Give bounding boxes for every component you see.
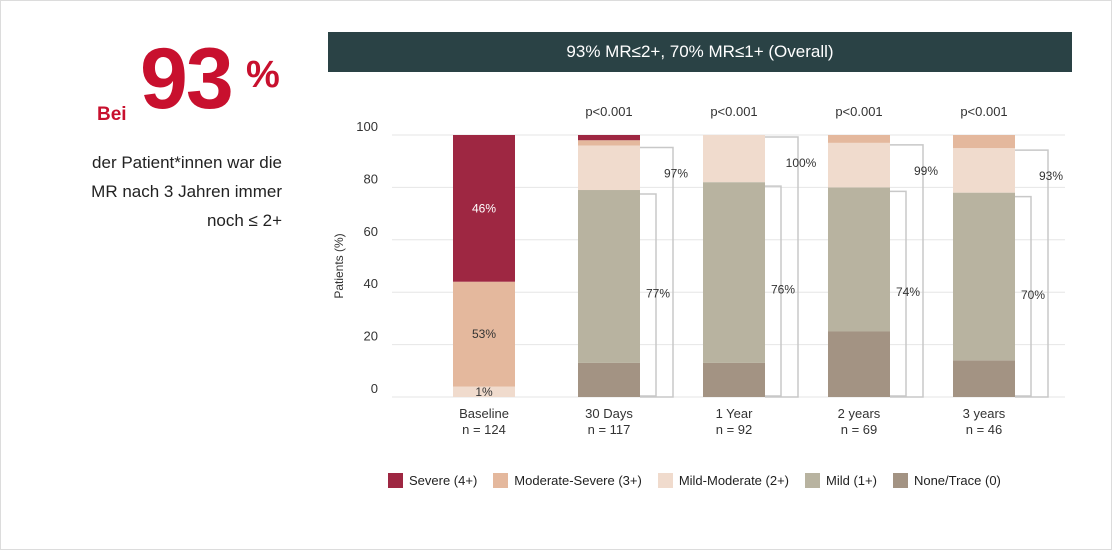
bracket-label-le1: 74% (896, 285, 920, 299)
baseline-label-severe: 46% (472, 201, 496, 215)
bar-segment-mild_moderate (453, 386, 515, 397)
bar-segment-moderate_severe (828, 135, 890, 143)
bar-segment-mild (953, 192, 1015, 361)
bar-segment-none_trace (578, 362, 640, 397)
bar-segment-mild (703, 182, 765, 363)
legend-item-none-trace: None/Trace (0) (892, 473, 1001, 488)
p-value-label: p<0.001 (585, 104, 632, 119)
legend-swatch-mild-moderate (657, 473, 673, 488)
bracket-label-le2: 93% (1039, 169, 1063, 183)
bar-segment-severe (453, 135, 515, 282)
bar-segment-mild (828, 187, 890, 332)
bar-segment-none_trace (828, 331, 890, 397)
bracket-label-le1: 77% (646, 287, 670, 301)
chart-legend: Severe (4+) Moderate-Severe (3+) Mild-Mo… (388, 473, 1001, 488)
x-tick-sample-size: n = 92 (716, 422, 753, 437)
x-tick-sample-size: n = 69 (841, 422, 878, 437)
legend-swatch-severe (388, 473, 403, 488)
legend-swatch-moderate-severe (493, 473, 509, 488)
bracket-label-le2: 97% (664, 166, 688, 180)
headline-percent-sign: % (246, 54, 280, 96)
legend-item-severe: Severe (4+) (388, 473, 477, 488)
x-tick-sample-size: n = 117 (588, 422, 631, 437)
bar-segment-moderate_severe (453, 281, 515, 387)
p-value-label: p<0.001 (960, 104, 1007, 119)
banner-text: 93% MR≤2+, 70% MR≤1+ (Overall) (566, 42, 834, 61)
headline-prefix: Bei (97, 104, 127, 125)
legend-swatch-mild (805, 473, 821, 488)
bracket-le1 (1015, 195, 1032, 397)
description-line: noch ≤ 2+ (206, 211, 282, 230)
description-line: der Patient*innen war die (92, 153, 282, 172)
legend-swatch-none-trace (892, 473, 908, 488)
p-value-label: p<0.001 (835, 104, 882, 119)
bar-segment-none_trace (953, 360, 1015, 397)
description-line: MR nach 3 Jahren immer (91, 182, 282, 201)
bracket-le2 (765, 136, 799, 398)
bracket-label-le2: 100% (786, 156, 817, 170)
x-tick-label: Baseline (459, 406, 509, 421)
legend-label-moderate-severe: Moderate-Severe (3+) (514, 473, 642, 488)
chart-banner: 93% MR≤2+, 70% MR≤1+ (Overall) (328, 32, 1072, 72)
bracket-le1 (640, 193, 657, 397)
y-tick-label: 80 (364, 171, 378, 186)
x-tick-sample-size: n = 124 (462, 422, 506, 437)
legend-label-severe: Severe (4+) (409, 473, 478, 488)
p-value-label: p<0.001 (710, 104, 757, 119)
bar-segment-severe (578, 135, 640, 141)
y-tick-label: 60 (364, 224, 378, 239)
baseline-label-mild-moderate: 1% (475, 385, 493, 399)
bracket-le2 (890, 144, 924, 398)
x-tick-label: 30 Days (585, 406, 633, 421)
bracket-le2 (1015, 149, 1049, 398)
bracket-label-le1: 76% (771, 283, 795, 297)
x-tick-sample-size: n = 46 (966, 422, 1003, 437)
y-axis-label: Patients (%) (332, 233, 346, 298)
bar-segment-none_trace (703, 362, 765, 397)
bar-segment-mild_moderate (578, 145, 640, 191)
baseline-label-moderate-severe: 53% (472, 327, 496, 341)
x-tick-label: 3 years (963, 406, 1006, 421)
bracket-label-le2: 99% (914, 164, 938, 178)
bracket-le1 (890, 190, 907, 397)
x-tick-label: 1 Year (716, 406, 754, 421)
bar-segment-moderate_severe (578, 140, 640, 146)
legend-label-mild-moderate: Mild-Moderate (2+) (678, 473, 790, 488)
legend-label-none-trace: None/Trace (0) (913, 473, 1001, 488)
bar-segment-mild_moderate (703, 135, 765, 183)
y-tick-label: 40 (364, 276, 378, 291)
x-tick-label: 2 years (838, 406, 881, 421)
bracket-label-le1: 70% (1021, 288, 1045, 302)
y-tick-label: 0 (371, 381, 378, 396)
bar-segment-mild_moderate (828, 142, 890, 188)
bar-segment-mild (578, 190, 640, 363)
legend-label-mild: Mild (1+) (826, 473, 877, 488)
legend-item-mild-moderate: Mild-Moderate (2+) (657, 473, 790, 488)
bar-segment-mild_moderate (953, 148, 1015, 193)
legend-item-mild: Mild (1+) (805, 473, 877, 488)
y-tick-label: 100 (356, 119, 378, 134)
bracket-le2 (640, 146, 674, 398)
y-tick-label: 20 (364, 329, 378, 344)
bracket-le1 (765, 185, 782, 397)
legend-item-moderate-severe: Moderate-Severe (3+) (493, 473, 642, 488)
bar-segment-moderate_severe (953, 135, 1015, 149)
headline-number: 93 (140, 31, 234, 127)
headline-description: der Patient*innen war die MR nach 3 Jahr… (30, 148, 282, 235)
